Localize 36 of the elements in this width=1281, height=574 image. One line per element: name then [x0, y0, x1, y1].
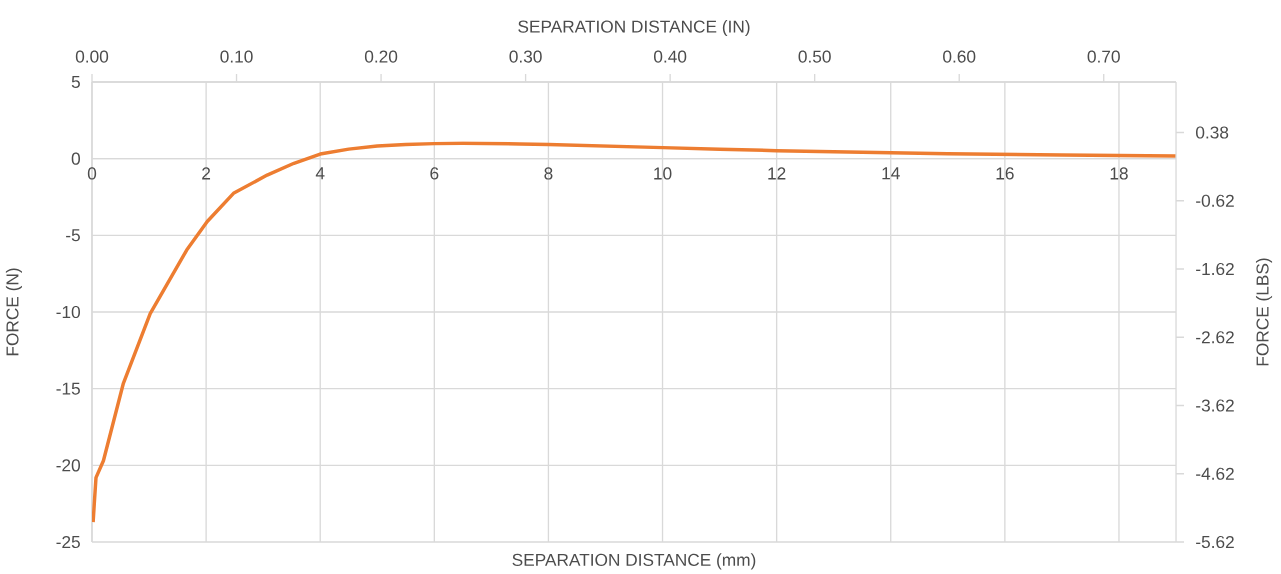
- y-tick-label: -25: [56, 535, 80, 549]
- y-axis-title: FORCE (N): [5, 268, 22, 356]
- y2-tick-label: -3.62: [1196, 399, 1234, 412]
- x-tick-label: 0: [87, 167, 97, 180]
- y2-tick-label: -4.62: [1196, 467, 1234, 480]
- x2-tick-label: 0.00: [75, 50, 109, 63]
- x-axis-title: SEPARATION DISTANCE (mm): [512, 553, 756, 570]
- x-tick-label: 2: [202, 167, 211, 180]
- y2-tick-label: -5.62: [1196, 535, 1234, 549]
- y2-tick-label: -2.62: [1196, 331, 1234, 344]
- x2-tick-label: 0.10: [220, 50, 253, 63]
- x-tick-label: 18: [1110, 167, 1128, 180]
- y-tick-label: -5: [66, 229, 80, 242]
- x2-tick-label: 0.50: [798, 50, 831, 63]
- x-tick-label: 8: [544, 167, 553, 180]
- x-tick-label: 12: [768, 167, 786, 180]
- y2-tick-label: -0.62: [1196, 194, 1234, 207]
- x-tick-label: 4: [315, 167, 325, 180]
- y-tick-label: -15: [56, 382, 80, 395]
- x2-tick-label: 0.40: [654, 50, 687, 63]
- y2-axis-title: FORCE (LBS): [1255, 258, 1273, 366]
- y2-tick-label: -1.62: [1196, 262, 1234, 276]
- x-tick-label: 14: [882, 167, 900, 180]
- x2-axis-title: SEPARATION DISTANCE (IN): [518, 20, 750, 37]
- y-tick-label: -10: [56, 305, 80, 319]
- x2-tick-label: 0.30: [509, 50, 542, 63]
- y-tick-label: 5: [71, 75, 80, 89]
- x2-tick-label: 0.60: [943, 50, 976, 63]
- y-tick-label: -20: [56, 459, 80, 472]
- y-tick-label: 0: [71, 152, 80, 165]
- x-tick-label: 10: [654, 167, 672, 180]
- x2-tick-label: 0.20: [364, 50, 398, 63]
- y2-tick-label: 0.38: [1196, 126, 1229, 139]
- x-tick-label: 16: [996, 167, 1014, 180]
- x-tick-label: 6: [430, 167, 439, 180]
- x2-tick-label: 0.70: [1087, 50, 1120, 63]
